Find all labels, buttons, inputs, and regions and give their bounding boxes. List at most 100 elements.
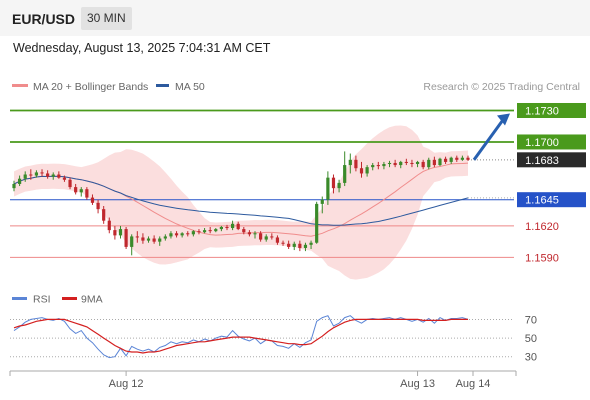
candle-body <box>309 242 313 245</box>
target-level-label: 1.1700 <box>525 137 559 149</box>
timeframe-badge[interactable]: 30 MIN <box>81 7 132 30</box>
candle-body <box>107 220 111 231</box>
candle-body <box>354 159 358 169</box>
candle-body <box>208 230 212 232</box>
candle-body <box>79 189 83 193</box>
last-price-label: 1.1683 <box>525 155 559 167</box>
price-levels <box>10 109 514 258</box>
candle-body <box>449 157 453 162</box>
candle-body <box>387 162 392 165</box>
candle-body <box>34 172 39 176</box>
moving-averages <box>13 162 469 237</box>
x-tick-label: Aug 12 <box>109 378 144 390</box>
date-line: Wednesday, August 13, 2025 7:04:31 AM CE… <box>13 41 271 55</box>
target-level-tag <box>517 134 586 150</box>
candle-body <box>337 182 341 189</box>
chart-header: EUR/USD 30 MIN <box>0 0 590 36</box>
rsi-ma-line <box>13 318 468 354</box>
candle-body <box>399 161 403 166</box>
legend-swatch-rsi <box>12 297 27 300</box>
candle-body <box>214 229 218 232</box>
candle-body <box>331 177 336 189</box>
candle-body <box>130 236 134 247</box>
candles <box>12 151 470 256</box>
target-level-tag <box>517 102 586 118</box>
candle-body <box>219 226 223 230</box>
candle-body <box>74 187 78 193</box>
watermark: Research © 2025 Trading Central <box>423 81 580 93</box>
candle-body <box>287 243 291 247</box>
forecast-arrow-shaft <box>472 117 506 161</box>
candle-body <box>415 161 420 165</box>
candle-body <box>236 223 240 230</box>
candle-body <box>315 203 319 243</box>
candle-body <box>40 172 44 174</box>
candle-body <box>376 165 380 167</box>
ma50-line <box>13 175 469 226</box>
candle-body <box>23 174 27 179</box>
x-axis: Aug 12 Aug 13 Aug 14 <box>9 370 517 390</box>
symbol-label: EUR/USD <box>12 11 76 27</box>
candle-body <box>57 174 61 178</box>
legend-label-9ma: 9MA <box>81 294 103 306</box>
rsi-panel: RSI 9MA 30 50 70 <box>10 294 537 364</box>
candle-body <box>348 159 352 166</box>
candle-body <box>46 173 50 177</box>
support-level-label: 1.1590 <box>525 252 559 264</box>
candle-body <box>118 229 123 236</box>
legend-swatch-ma20 <box>12 84 28 87</box>
candle-body <box>466 157 470 160</box>
candle-body <box>410 162 414 165</box>
candle-body <box>292 243 296 247</box>
candle-body <box>253 233 257 235</box>
candle-body <box>242 229 246 233</box>
candle-body <box>259 233 263 240</box>
candle-body <box>320 199 324 204</box>
level-tags: 1.1730 1.1700 1.1683 1.1645 1.1620 1.1590 <box>517 102 586 264</box>
candle-body <box>51 174 55 177</box>
legend-label-ma20: MA 20 + Bollinger Bands <box>33 81 148 93</box>
legend-swatch-ma50 <box>156 84 169 87</box>
candle-body <box>135 236 139 238</box>
legend-label-ma50: MA 50 <box>175 81 205 93</box>
rsi-tick-label: 50 <box>525 333 537 345</box>
candle-body <box>174 233 179 236</box>
last-price-tag <box>517 152 586 168</box>
rsi-tick-label: 70 <box>525 314 537 326</box>
candle-body <box>191 231 195 235</box>
candle-body <box>180 233 184 236</box>
rsi-tick-label: 30 <box>525 352 537 364</box>
candle-body <box>298 243 302 248</box>
bollinger-band <box>14 125 468 280</box>
candle-body <box>443 158 448 162</box>
candle-body <box>113 230 117 236</box>
candle-body <box>371 165 375 168</box>
candle-body <box>427 159 431 168</box>
legend-label-rsi: RSI <box>33 294 51 306</box>
candle-body <box>438 158 442 166</box>
support-level-label: 1.1620 <box>525 221 559 233</box>
candle-body <box>163 236 167 239</box>
candle-body <box>326 177 330 200</box>
candle-body <box>275 237 280 243</box>
candle-body <box>432 159 436 166</box>
candle-body <box>68 179 72 188</box>
candle-body <box>202 230 207 233</box>
candle-body <box>404 161 408 163</box>
pivot-level-tag <box>517 192 586 208</box>
candle-body <box>18 178 22 184</box>
candle-body <box>230 223 235 229</box>
candle-body <box>455 157 459 160</box>
candle-body <box>124 229 128 247</box>
target-level-label: 1.1730 <box>525 105 559 117</box>
candle-body <box>421 161 425 168</box>
bollinger-band-layer <box>14 125 468 280</box>
candle-body <box>90 197 95 203</box>
candle-body <box>343 165 347 183</box>
chart-legend: MA 20 + Bollinger Bands MA 50 Research ©… <box>12 81 580 93</box>
candle-body <box>141 237 145 241</box>
forecast-arrow-head <box>497 113 510 126</box>
candle-body <box>225 226 229 229</box>
candle-body <box>169 233 173 237</box>
